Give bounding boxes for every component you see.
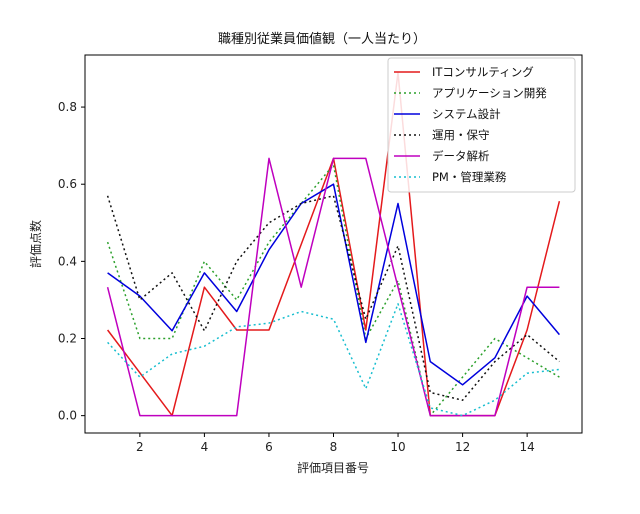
x-tick-label: 8 [330,440,338,454]
series-layer [106,71,561,417]
x-tick-label: 14 [519,440,534,454]
series-line-4 [106,195,560,401]
series-line-5 [106,157,560,417]
x-axis: 2 4 6 8 10 12 14 [136,433,535,454]
series-line-3 [107,183,560,386]
x-tick-label: 6 [265,440,273,454]
y-tick-label: 0.4 [58,254,77,268]
x-tick-label: 2 [136,440,144,454]
legend-label: ITコンサルティング [432,65,534,79]
legend-label: アプリケーション開発 [432,86,547,100]
chart-title: 職種別従業員価値観（一人当たり） [218,31,426,47]
y-tick-label: 0.2 [58,332,77,346]
series-line-6 [107,303,560,417]
y-axis-title: 評価点数 [28,220,43,268]
x-tick-label: 10 [390,440,405,454]
legend-label: PM・管理業務 [432,170,507,184]
legend-label: データ解析 [432,149,490,163]
y-axis: 0.0 0.2 0.4 0.6 0.8 [58,100,85,423]
x-axis-title: 評価項目番号 [297,460,369,475]
series-line-2 [106,164,560,417]
legend-label: システム設計 [432,107,501,121]
legend-label: 運用・保守 [432,128,490,142]
y-tick-label: 0.0 [58,409,77,423]
x-tick-label: 12 [455,440,470,454]
legend-box [387,57,576,193]
y-tick-label: 0.8 [58,100,77,114]
x-tick-label: 4 [201,440,209,454]
y-tick-label: 0.6 [58,177,77,191]
